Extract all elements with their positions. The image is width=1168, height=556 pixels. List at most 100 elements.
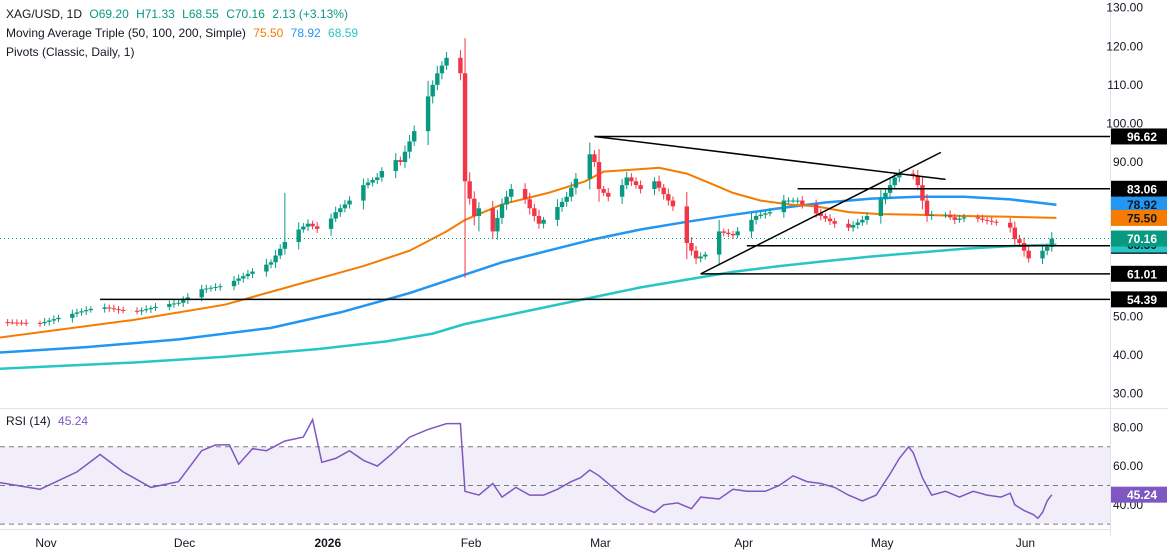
candle-body: [781, 200, 787, 213]
ma-badge: 75.50: [1111, 209, 1167, 226]
candle-down: [818, 209, 823, 221]
candle-down: [827, 214, 833, 226]
badge-background: [1111, 209, 1167, 226]
candle-up: [559, 197, 565, 212]
candle-down: [661, 183, 666, 200]
candle-body: [957, 218, 962, 220]
candle-up: [148, 305, 154, 313]
change-value: 2.13 (+3.13%): [272, 7, 348, 21]
candle-body: [10, 322, 15, 324]
candle-body: [23, 322, 29, 324]
badge-label: 75.50: [1127, 211, 1157, 225]
candle-up: [74, 308, 80, 318]
candle-body: [721, 231, 726, 233]
candle-down: [666, 188, 671, 206]
candle-body: [88, 308, 94, 311]
trend-line: [700, 151, 942, 275]
candle-body: [860, 219, 865, 223]
candle-up: [624, 171, 629, 190]
candle-body: [42, 321, 47, 324]
candle-up: [56, 314, 61, 323]
candle-up: [749, 212, 754, 238]
candle-body: [1026, 250, 1031, 259]
badge-label: 96.62: [1127, 130, 1157, 144]
ma200-value: 68.59: [328, 26, 359, 40]
candle-body: [144, 309, 149, 311]
legend-rsi: RSI (14) 45.24: [6, 414, 92, 428]
candle-up: [84, 306, 89, 316]
candle-up: [476, 202, 482, 232]
candle-body: [56, 317, 61, 320]
candle-body: [536, 216, 542, 224]
price-tick-label: 120.00: [1106, 39, 1143, 53]
candle-up: [767, 208, 773, 217]
candle-body: [689, 243, 694, 251]
candle-body: [204, 288, 209, 290]
time-tick-label: Mar: [590, 536, 611, 550]
candle-body: [19, 322, 24, 324]
candle-body: [878, 199, 884, 216]
candle-up: [569, 181, 574, 202]
candle-up: [883, 189, 888, 205]
candle-body: [412, 131, 417, 142]
candle-body: [915, 175, 920, 186]
candle-body: [5, 322, 10, 324]
candle-up: [199, 285, 204, 302]
candle-body: [850, 225, 856, 228]
candle-down: [592, 150, 597, 167]
legend-ma: Moving Average Triple (50, 100, 200, Sim…: [6, 26, 362, 40]
ma100-value: 78.92: [290, 26, 321, 40]
candle-down: [606, 188, 611, 202]
badge-label: 45.24: [1127, 488, 1157, 502]
candle-body: [74, 312, 80, 314]
candle-down: [975, 214, 981, 223]
last-price-badge: 70.16: [1111, 230, 1167, 247]
pivot-badge: 54.39: [1111, 291, 1167, 308]
candle-body: [116, 309, 121, 311]
candle-up: [758, 210, 763, 219]
moving-averages: [0, 166, 1057, 371]
candle-body: [181, 300, 186, 303]
candle-body: [176, 302, 181, 304]
time-tick-label: May: [871, 536, 894, 550]
candle-down: [10, 319, 15, 325]
candle-down: [920, 176, 925, 210]
candle-body: [823, 216, 828, 219]
candle-body: [208, 287, 214, 289]
candle-down: [846, 219, 851, 231]
pivot-badge: 83.06: [1111, 180, 1167, 197]
candle-up: [217, 283, 223, 291]
candle-body: [795, 200, 800, 202]
candle-body: [51, 319, 57, 321]
candle-up: [273, 249, 278, 268]
candle-up: [753, 212, 759, 225]
pivot-badge: 61.01: [1111, 265, 1167, 282]
candle-down: [536, 209, 542, 229]
candle-body: [342, 204, 348, 209]
candle-up: [333, 206, 338, 223]
candle-up: [204, 284, 209, 293]
candle-body: [897, 173, 902, 178]
candle-down: [915, 169, 920, 191]
pivot-badge: 96.62: [1111, 128, 1167, 145]
candle-down: [1012, 221, 1018, 246]
candle-body: [703, 254, 708, 257]
candle-up: [504, 190, 509, 211]
candle-down: [1026, 245, 1031, 263]
candle-body: [14, 322, 20, 324]
candle-body: [241, 276, 246, 279]
ma50-value: 75.50: [253, 26, 284, 40]
badge-background: [1111, 291, 1167, 308]
time-tick-label: Dec: [174, 536, 195, 550]
candle-up: [181, 296, 186, 307]
candle-body: [573, 178, 579, 188]
candle-up: [1040, 244, 1045, 265]
candle-body: [333, 212, 338, 219]
candle-body: [989, 220, 994, 222]
candle-down: [14, 319, 20, 327]
rsi-title: RSI (14): [6, 414, 51, 428]
legend-pivots: Pivots (Classic, Daily, 1): [6, 45, 138, 59]
candle-up: [943, 212, 948, 219]
badge-label: 61.01: [1127, 267, 1157, 281]
